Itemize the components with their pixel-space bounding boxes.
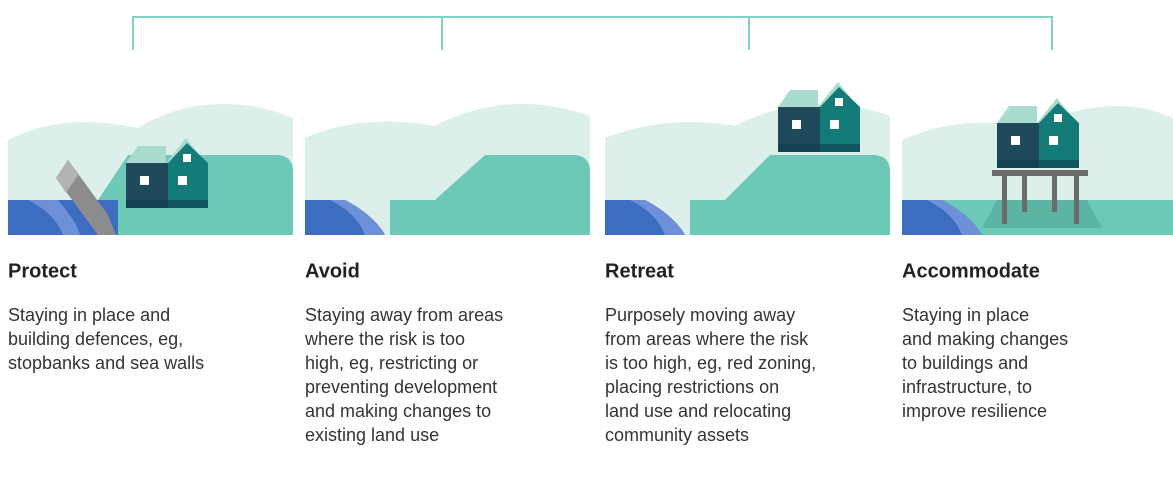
column-description: existing land use: [305, 425, 439, 445]
page: {"items": [ {"title": "Protect", "lines"…: [0, 0, 1173, 472]
column-description: community assets: [605, 425, 749, 445]
avoid-illustration: [305, 104, 590, 235]
diagram: Protect Staying in place and building defe…: [0, 0, 1173, 472]
accommodate-illustration: [902, 98, 1173, 235]
column-description: high, eg, restricting or: [305, 353, 478, 373]
column-description: infrastructure, to: [902, 377, 1032, 397]
protect-illustration: [8, 104, 293, 235]
column-description: Purposely moving away: [605, 305, 795, 325]
column-description: preventing development: [305, 377, 497, 397]
column-description: and making changes to: [305, 401, 491, 421]
retreat-illustration: [605, 82, 890, 235]
column-description: land use and relocating: [605, 401, 791, 421]
column-description: Staying away from areas: [305, 305, 503, 325]
column-description: placing restrictions on: [605, 377, 779, 397]
column-description: Staying in place: [902, 305, 1029, 325]
column-title: Avoid: [305, 260, 360, 282]
column-description: building defences, eg,: [8, 329, 183, 349]
column-description: is too high, eg, red zoning,: [605, 353, 816, 373]
column-title: Retreat: [605, 260, 674, 282]
column-description: Staying in place and: [8, 305, 170, 325]
column-description: improve resilience: [902, 401, 1047, 421]
column-description: from areas where the risk: [605, 329, 809, 349]
column-description: to buildings and: [902, 353, 1028, 373]
column-title: Protect: [8, 260, 77, 282]
column-title: Accommodate: [902, 260, 1040, 282]
column-description: and making changes: [902, 329, 1068, 349]
column-description: where the risk is too: [304, 329, 465, 349]
bracket: [133, 17, 1052, 50]
column-description: stopbanks and sea walls: [8, 353, 204, 373]
